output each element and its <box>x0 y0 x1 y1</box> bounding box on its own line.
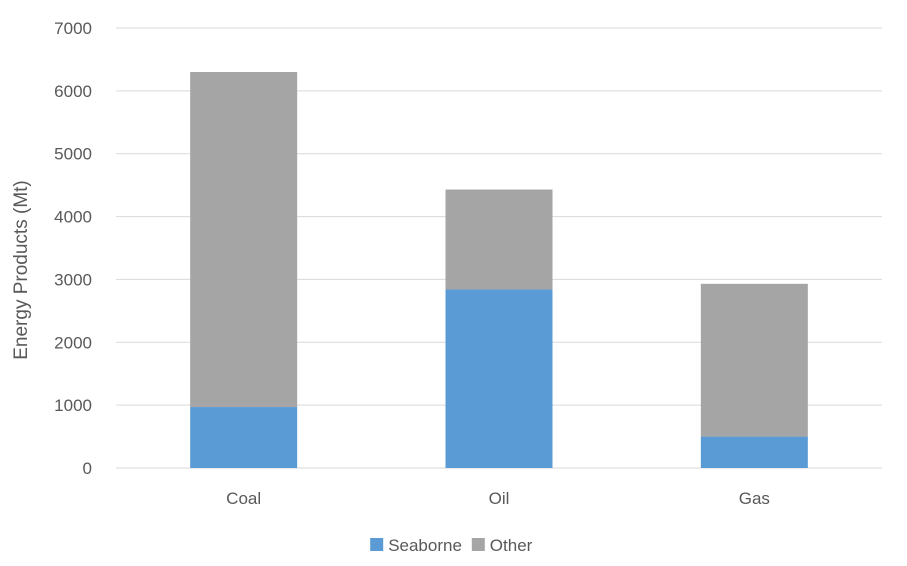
x-tick-label: Coal <box>226 489 261 508</box>
y-tick-label: 3000 <box>54 270 92 289</box>
y-tick-label: 6000 <box>54 82 92 101</box>
y-tick-label: 7000 <box>54 19 92 38</box>
y-tick-label: 2000 <box>54 333 92 352</box>
bars <box>190 72 808 468</box>
bar-segment-seaborne-coal <box>190 407 298 468</box>
bar-segment-seaborne-oil <box>445 289 553 468</box>
legend-label-other: Other <box>490 536 533 555</box>
legend-swatch-seaborne <box>370 538 384 551</box>
y-tick-label: 5000 <box>54 145 92 164</box>
x-tick-label: Gas <box>739 489 770 508</box>
x-axis-ticks: Coal Oil Gas <box>226 489 770 508</box>
x-tick-label: Oil <box>489 489 510 508</box>
bar-segment-other-gas <box>700 283 808 437</box>
y-axis-title: Energy Products (Mt) <box>11 180 32 360</box>
legend: Seaborne Other <box>370 536 533 555</box>
y-tick-label: 4000 <box>54 208 92 227</box>
y-tick-label: 1000 <box>54 396 92 415</box>
bar-segment-seaborne-gas <box>700 436 808 468</box>
legend-swatch-other <box>471 538 485 551</box>
bar-segment-other-oil <box>445 189 553 290</box>
legend-label-seaborne: Seaborne <box>388 536 462 555</box>
bar-segment-other-coal <box>190 72 298 408</box>
y-tick-label: 0 <box>83 459 92 478</box>
y-axis-ticks: 0 1000 2000 3000 4000 5000 6000 7000 <box>54 19 92 478</box>
